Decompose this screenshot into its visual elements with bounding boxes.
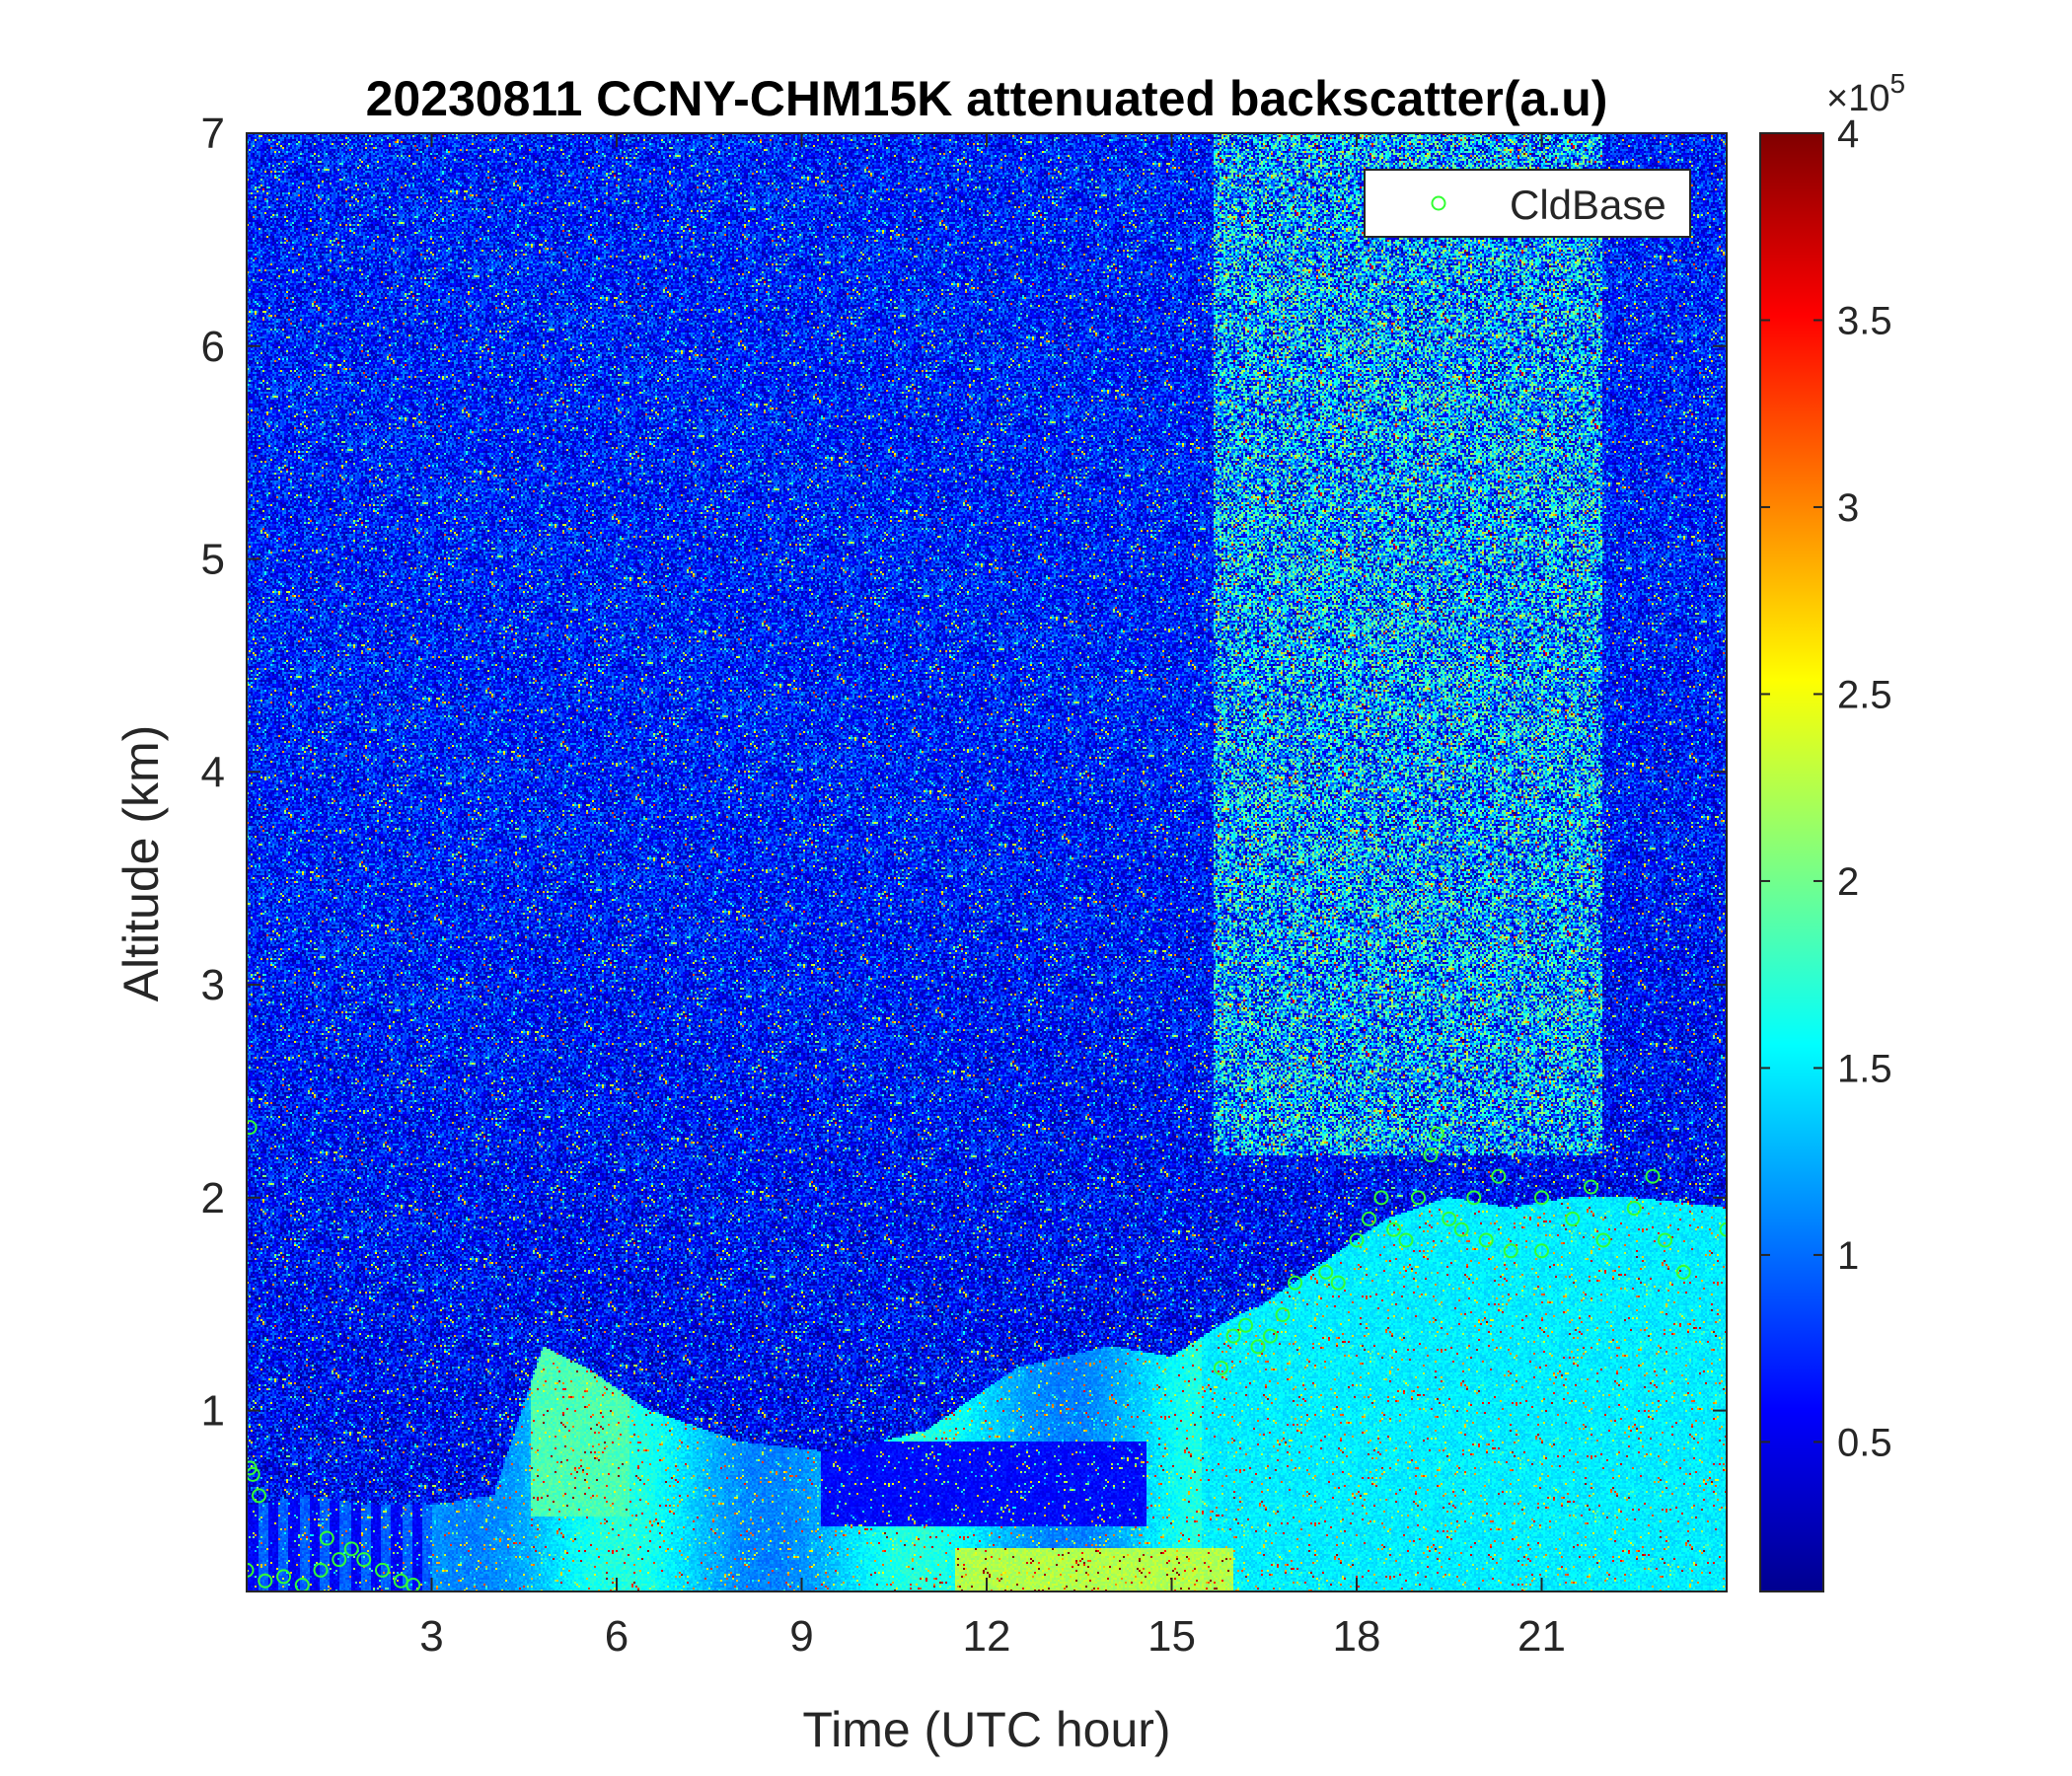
plot-area [246, 132, 1728, 1592]
cloud-base-marker [247, 1562, 255, 1578]
colorbar-tick-label: 4 [1837, 112, 1859, 156]
cloud-base-marker [1429, 1126, 1444, 1142]
cloud-base-marker [1466, 1190, 1482, 1206]
cloud-base-marker [1595, 1232, 1611, 1248]
cloud-base-marker [1275, 1307, 1291, 1323]
y-tick-label: 4 [201, 748, 225, 796]
colorbar-multiplier: ×105 [1826, 68, 1905, 119]
cloud-base-marker [252, 1488, 266, 1504]
colorbar-tick-label: 2.5 [1837, 673, 1892, 716]
colorbar-tick-label: 3.5 [1837, 299, 1892, 342]
cloud-base-marker [1263, 1328, 1278, 1344]
legend-marker-cldbase [1431, 195, 1446, 211]
cloud-base-marker [1330, 1275, 1346, 1291]
cloud-base-marker [1288, 1275, 1302, 1291]
colorbar-gradient [1760, 133, 1823, 1591]
x-tick-label: 15 [1147, 1612, 1196, 1661]
cloud-base-marker [1250, 1339, 1266, 1355]
cloud-base-marker [1453, 1221, 1469, 1237]
x-axis-label: Time (UTC hour) [802, 1702, 1170, 1757]
colorbar-tick-label: 1 [1837, 1234, 1859, 1278]
x-tick-label: 6 [605, 1612, 629, 1661]
cloud-base-marker [1534, 1243, 1549, 1259]
y-axis-label: Altitude (km) [113, 725, 169, 1002]
cloud-base-points [247, 1120, 1727, 1591]
colorbar-frame [1759, 132, 1824, 1592]
cloud-base-marker [1238, 1317, 1253, 1333]
chart-title: 20230811 CCNY-CHM15K attenuated backscat… [366, 71, 1608, 126]
cloud-base-marker [1478, 1232, 1494, 1248]
colorbar-multiplier-base: ×10 [1826, 78, 1889, 119]
cloud-base-marker [1626, 1201, 1642, 1217]
colorbar-tick-label: 2 [1837, 860, 1859, 904]
y-tick-label: 7 [201, 110, 225, 158]
x-tick-label: 3 [419, 1612, 443, 1661]
y-tick-label: 3 [201, 961, 225, 1009]
y-tick-label: 2 [201, 1174, 225, 1222]
cloud-base-marker [1373, 1190, 1389, 1206]
cloud-base-marker [1442, 1211, 1457, 1226]
colorbar-tick-label: 1.5 [1837, 1047, 1892, 1090]
heatmap-canvas-holder [247, 133, 1727, 1591]
cloud-base-marker [1584, 1179, 1598, 1195]
colorbar-tick-label: 3 [1837, 486, 1859, 530]
cloud-base-marker [1423, 1147, 1439, 1163]
cloud-base-marker [294, 1578, 310, 1591]
colorbar-tick-label: 0.5 [1837, 1421, 1892, 1464]
cloud-base-marker [1719, 1221, 1727, 1237]
x-tick-label: 12 [963, 1612, 1011, 1661]
cloud-base-marker [313, 1562, 329, 1578]
cloud-base-marker [1491, 1168, 1507, 1184]
cloud-base-marker [1214, 1360, 1228, 1375]
cloud-base-marker [1503, 1243, 1518, 1259]
heatmap-canvas [247, 133, 1727, 1591]
legend-box [1364, 169, 1691, 238]
y-axis: 1 2 3 4 5 6 7 [201, 110, 1727, 1436]
cloud-base-marker [332, 1552, 347, 1568]
cloud-base-marker [1675, 1264, 1691, 1280]
cloud-base-marker [1565, 1211, 1581, 1226]
cloud-base-marker [1411, 1190, 1426, 1206]
cloud-base-marker [1225, 1328, 1241, 1344]
x-axis: 3 6 9 12 15 18 21 [419, 133, 1566, 1661]
cloud-base-marker [375, 1562, 390, 1578]
x-tick-label: 21 [1517, 1612, 1566, 1661]
legend: CldBase [1364, 169, 1691, 238]
x-tick-label: 9 [789, 1612, 813, 1661]
cloud-base-marker [406, 1578, 421, 1591]
cloud-base-marker [276, 1569, 291, 1585]
legend-label-cldbase: CldBase [1510, 182, 1666, 228]
y-tick-label: 1 [201, 1387, 225, 1436]
cloud-base-marker [1362, 1211, 1376, 1226]
colorbar-multiplier-exponent: 5 [1889, 68, 1905, 99]
x-tick-label: 18 [1333, 1612, 1381, 1661]
y-tick-label: 5 [201, 536, 225, 584]
colorbar: 0.5 1 1.5 2 2.5 3 3.5 4 ×105 [1759, 68, 1905, 1592]
cloud-base-marker [1318, 1264, 1334, 1280]
cloud-base-marker [1349, 1232, 1365, 1248]
cloud-base-marker [356, 1552, 372, 1568]
cloud-base-marker [343, 1541, 359, 1557]
cloud-base-marker [1645, 1168, 1661, 1184]
cloud-base-marker [1534, 1190, 1549, 1206]
cloud-base-marker [247, 1466, 260, 1482]
cloud-base-marker [247, 1120, 258, 1136]
cloud-base-marker [1398, 1232, 1414, 1248]
y-tick-label: 6 [201, 323, 225, 371]
colorbar-ticks: 0.5 1 1.5 2 2.5 3 3.5 4 [1760, 112, 1892, 1464]
cloud-base-marker [319, 1530, 334, 1546]
cloud-base-marker [1386, 1221, 1401, 1237]
cloud-base-marker [1658, 1232, 1672, 1248]
cloud-base-marker [258, 1573, 273, 1589]
